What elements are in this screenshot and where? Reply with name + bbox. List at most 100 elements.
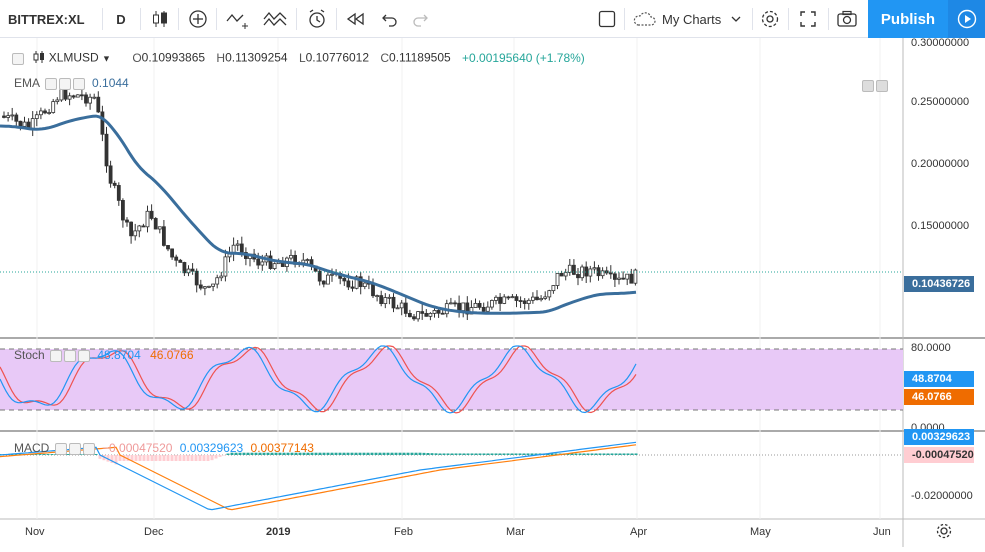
settings-icon[interactable] xyxy=(756,0,784,38)
macd-hist-bar xyxy=(158,455,162,461)
open-label: O xyxy=(132,50,142,65)
stoch-d-tag: 46.0766 xyxy=(904,389,974,405)
close-icon[interactable] xyxy=(82,442,95,455)
macd-hist-bar xyxy=(334,452,338,455)
macd-hist-bar xyxy=(222,455,226,456)
macd-hist-bar xyxy=(570,453,574,455)
pane-buttons xyxy=(860,77,888,95)
candle-body xyxy=(350,286,355,289)
macd-hist-bar xyxy=(450,453,454,455)
macd-hist-bar xyxy=(494,453,498,455)
macd-hist-bar xyxy=(406,452,410,455)
symbol-search[interactable]: BITTREX:XL xyxy=(8,11,85,27)
macd-hist-bar xyxy=(306,452,310,455)
chevron-down-icon[interactable]: ▼ xyxy=(102,53,111,64)
play-icon[interactable] xyxy=(948,0,985,38)
macd-hist-bar xyxy=(198,455,202,461)
chevron-down-icon xyxy=(731,15,741,23)
macd-label[interactable]: MACD xyxy=(14,441,50,455)
candle-body xyxy=(207,285,211,288)
macd-hist-bar xyxy=(290,452,294,455)
candle-body xyxy=(14,114,19,122)
fullscreen-icon[interactable] xyxy=(794,0,822,38)
macd-hist-bar xyxy=(430,453,434,455)
replay-icon[interactable] xyxy=(342,0,370,38)
macd-hist-bar xyxy=(150,455,154,461)
candle-body xyxy=(543,296,548,299)
visibility-icon[interactable] xyxy=(50,349,63,362)
macd-hist-bar xyxy=(130,455,134,461)
stoch-k-value: 48.8704 xyxy=(97,348,141,362)
camera-icon[interactable] xyxy=(832,0,862,38)
candle-body xyxy=(108,165,113,184)
settings-icon[interactable] xyxy=(935,522,953,545)
candle-body xyxy=(600,270,605,277)
candle-body xyxy=(407,313,412,318)
ema-line xyxy=(0,114,637,315)
collapse-icon[interactable] xyxy=(12,52,24,65)
macd-hist-bar xyxy=(550,453,554,455)
top-toolbar: BITTREX:XL D My Charts xyxy=(0,0,985,38)
macd-hist-bar xyxy=(546,453,550,455)
macd-hist-bar xyxy=(286,452,290,455)
close-icon[interactable] xyxy=(72,77,85,90)
macd-hist-bar xyxy=(414,452,418,455)
candle-body xyxy=(588,268,593,277)
settings-icon[interactable] xyxy=(58,77,71,90)
macd-hist-bar xyxy=(14,454,18,455)
open-value: 0.10993865 xyxy=(141,50,206,65)
visibility-icon[interactable] xyxy=(54,442,67,455)
candles-icon[interactable] xyxy=(146,0,174,38)
ema-label[interactable]: EMA xyxy=(14,76,40,90)
macd-hist-bar xyxy=(186,455,190,461)
candle-body xyxy=(71,95,76,98)
chart-canvas[interactable] xyxy=(0,38,985,547)
chart-area[interactable]: XLMUSD ▼ O0.10993865 H0.11309254 L0.1077… xyxy=(0,37,985,547)
macd-hist-bar xyxy=(474,453,478,455)
candle-body xyxy=(190,268,195,272)
publish-button[interactable]: Publish xyxy=(868,0,948,38)
interval-button[interactable]: D xyxy=(116,11,126,27)
close-icon[interactable] xyxy=(78,349,91,362)
candle-body xyxy=(477,302,482,308)
macd-hist-bar xyxy=(34,454,38,455)
visibility-icon[interactable] xyxy=(44,77,57,90)
pane-down-icon[interactable] xyxy=(862,79,874,92)
stoch-label[interactable]: Stoch xyxy=(14,348,45,362)
pane-maximize-icon[interactable] xyxy=(876,79,888,92)
indicators-icon[interactable] xyxy=(258,0,292,38)
layout-icon[interactable] xyxy=(592,0,622,38)
macd-hist-bar xyxy=(626,453,630,455)
macd-hist-bar xyxy=(514,453,518,455)
settings-icon[interactable] xyxy=(68,442,81,455)
macd-hist-bar xyxy=(566,453,570,455)
macd-hist-bar xyxy=(294,452,298,455)
candle-body xyxy=(272,263,277,269)
candle-body xyxy=(330,273,334,276)
settings-icon[interactable] xyxy=(64,349,77,362)
candle-body xyxy=(321,280,326,285)
my-charts-button[interactable]: My Charts xyxy=(632,0,750,38)
candle-body xyxy=(342,277,347,282)
undo-icon[interactable] xyxy=(376,0,404,38)
macd-hist-bar xyxy=(598,453,602,455)
macd-hist-bar xyxy=(578,453,582,455)
candle-body xyxy=(572,264,576,275)
macd-hist-bar xyxy=(574,453,578,455)
macd-hist-bar xyxy=(322,452,326,455)
macd-hist-bar xyxy=(458,453,462,455)
alert-icon[interactable] xyxy=(302,0,332,38)
compare-icon[interactable] xyxy=(222,0,254,38)
candle-body xyxy=(576,274,580,279)
legend-symbol[interactable]: XLMUSD xyxy=(48,50,99,65)
macd-hist-bar xyxy=(302,452,306,455)
add-indicator-icon[interactable] xyxy=(184,0,212,38)
macd-hist-bar xyxy=(134,455,138,461)
candle-body xyxy=(84,94,88,104)
candle-body xyxy=(440,312,445,315)
macd-hist-bar xyxy=(170,455,174,461)
candle-body xyxy=(592,267,597,270)
macd-hist-bar xyxy=(442,453,446,455)
redo-icon[interactable] xyxy=(406,0,434,38)
macd-hist-bar xyxy=(362,452,366,455)
